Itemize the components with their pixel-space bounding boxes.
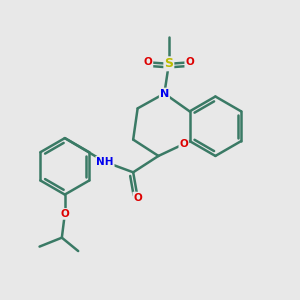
Text: O: O [144, 57, 152, 67]
Text: O: O [133, 193, 142, 202]
Text: O: O [179, 139, 188, 149]
Text: N: N [160, 88, 169, 98]
Text: O: O [185, 57, 194, 67]
Text: NH: NH [96, 157, 114, 167]
Text: O: O [60, 209, 69, 219]
Text: S: S [164, 57, 173, 70]
